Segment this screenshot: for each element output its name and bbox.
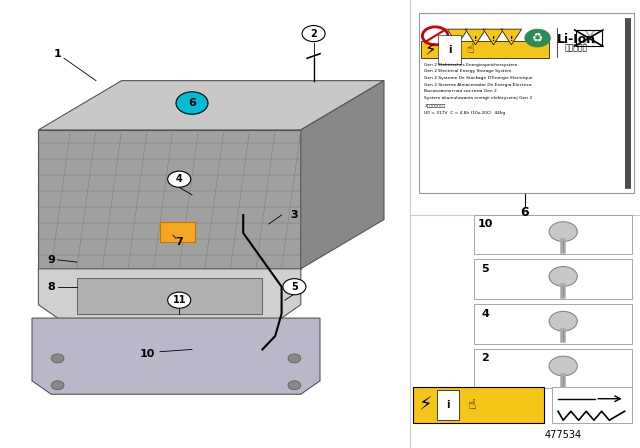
Text: ☝: ☝ xyxy=(467,43,474,56)
Text: U0 = 317V  C = 4.8h (10s,20C)  44kg: U0 = 317V C = 4.8h (10s,20C) 44kg xyxy=(424,111,506,115)
Text: 6: 6 xyxy=(520,206,529,220)
Circle shape xyxy=(288,354,301,363)
Circle shape xyxy=(422,27,448,45)
Polygon shape xyxy=(38,81,384,130)
Polygon shape xyxy=(32,318,320,394)
Polygon shape xyxy=(483,29,504,45)
Circle shape xyxy=(176,92,208,114)
Text: X: X xyxy=(582,29,595,47)
FancyBboxPatch shape xyxy=(474,259,632,299)
Circle shape xyxy=(51,354,64,363)
Text: Li-Ion: Li-Ion xyxy=(556,33,596,46)
FancyBboxPatch shape xyxy=(474,215,632,254)
FancyBboxPatch shape xyxy=(419,13,634,193)
FancyBboxPatch shape xyxy=(552,387,632,423)
Text: Gen 2 Electrical Energy Storage System: Gen 2 Electrical Energy Storage System xyxy=(424,69,512,73)
Text: 2: 2 xyxy=(310,29,317,39)
Text: ⚡: ⚡ xyxy=(424,41,436,59)
Text: i: i xyxy=(448,45,452,55)
Text: 5: 5 xyxy=(481,264,489,274)
Text: 4: 4 xyxy=(176,174,182,184)
Text: System akumulowania energii elektrycznej Gen 2: System akumulowania energii elektrycznej… xyxy=(424,96,532,100)
FancyBboxPatch shape xyxy=(474,304,632,344)
Text: !: ! xyxy=(456,35,460,42)
Text: 6: 6 xyxy=(188,98,196,108)
Text: 锂离子电池: 锂离子电池 xyxy=(564,43,588,52)
Text: 8: 8 xyxy=(47,282,55,292)
Text: 3: 3 xyxy=(291,210,298,220)
Text: !: ! xyxy=(474,35,477,42)
Circle shape xyxy=(302,26,325,42)
Text: i: i xyxy=(446,400,450,410)
Text: !: ! xyxy=(492,35,495,42)
Text: 5: 5 xyxy=(291,282,298,292)
Circle shape xyxy=(549,356,577,376)
Text: 477534: 477534 xyxy=(545,431,582,440)
Text: 10: 10 xyxy=(140,349,155,359)
Circle shape xyxy=(549,267,577,286)
Circle shape xyxy=(549,222,577,241)
Polygon shape xyxy=(38,130,301,269)
Text: Gen 2 Systeme De Stockage D'Energie Electrique: Gen 2 Systeme De Stockage D'Energie Elec… xyxy=(424,76,533,80)
Polygon shape xyxy=(77,278,262,314)
Text: Высоковольтная система Gen 2: Высоковольтная система Gen 2 xyxy=(424,90,497,93)
Text: 10: 10 xyxy=(477,219,493,229)
FancyBboxPatch shape xyxy=(474,349,632,388)
Circle shape xyxy=(549,311,577,331)
Text: 4: 4 xyxy=(481,309,489,319)
Text: 7: 7 xyxy=(175,237,183,247)
Circle shape xyxy=(525,29,550,47)
Circle shape xyxy=(51,381,64,390)
FancyBboxPatch shape xyxy=(421,41,549,58)
Text: Gen 2 Elektrisches Energiespeichersystem: Gen 2 Elektrisches Energiespeichersystem xyxy=(424,63,518,66)
FancyBboxPatch shape xyxy=(413,387,544,423)
Circle shape xyxy=(168,292,191,308)
Circle shape xyxy=(283,279,306,295)
Polygon shape xyxy=(465,29,486,45)
Text: ⚡: ⚡ xyxy=(418,396,432,414)
Circle shape xyxy=(288,381,301,390)
Text: !: ! xyxy=(509,35,513,42)
Text: 9: 9 xyxy=(47,255,55,265)
Text: Gen 2 Sistema Almacenador De Energia Electrica: Gen 2 Sistema Almacenador De Energia Ele… xyxy=(424,83,532,86)
Text: 2: 2 xyxy=(481,353,489,363)
FancyBboxPatch shape xyxy=(160,222,195,242)
Text: 2代电能存储系统: 2代电能存储系统 xyxy=(424,103,445,107)
Polygon shape xyxy=(301,81,384,269)
Text: ♻: ♻ xyxy=(532,31,543,45)
Polygon shape xyxy=(447,29,468,45)
Text: 1: 1 xyxy=(54,49,61,59)
Text: ☝: ☝ xyxy=(468,398,477,412)
Text: 11: 11 xyxy=(172,295,186,305)
Polygon shape xyxy=(501,29,522,45)
Polygon shape xyxy=(38,269,301,323)
Circle shape xyxy=(168,171,191,187)
